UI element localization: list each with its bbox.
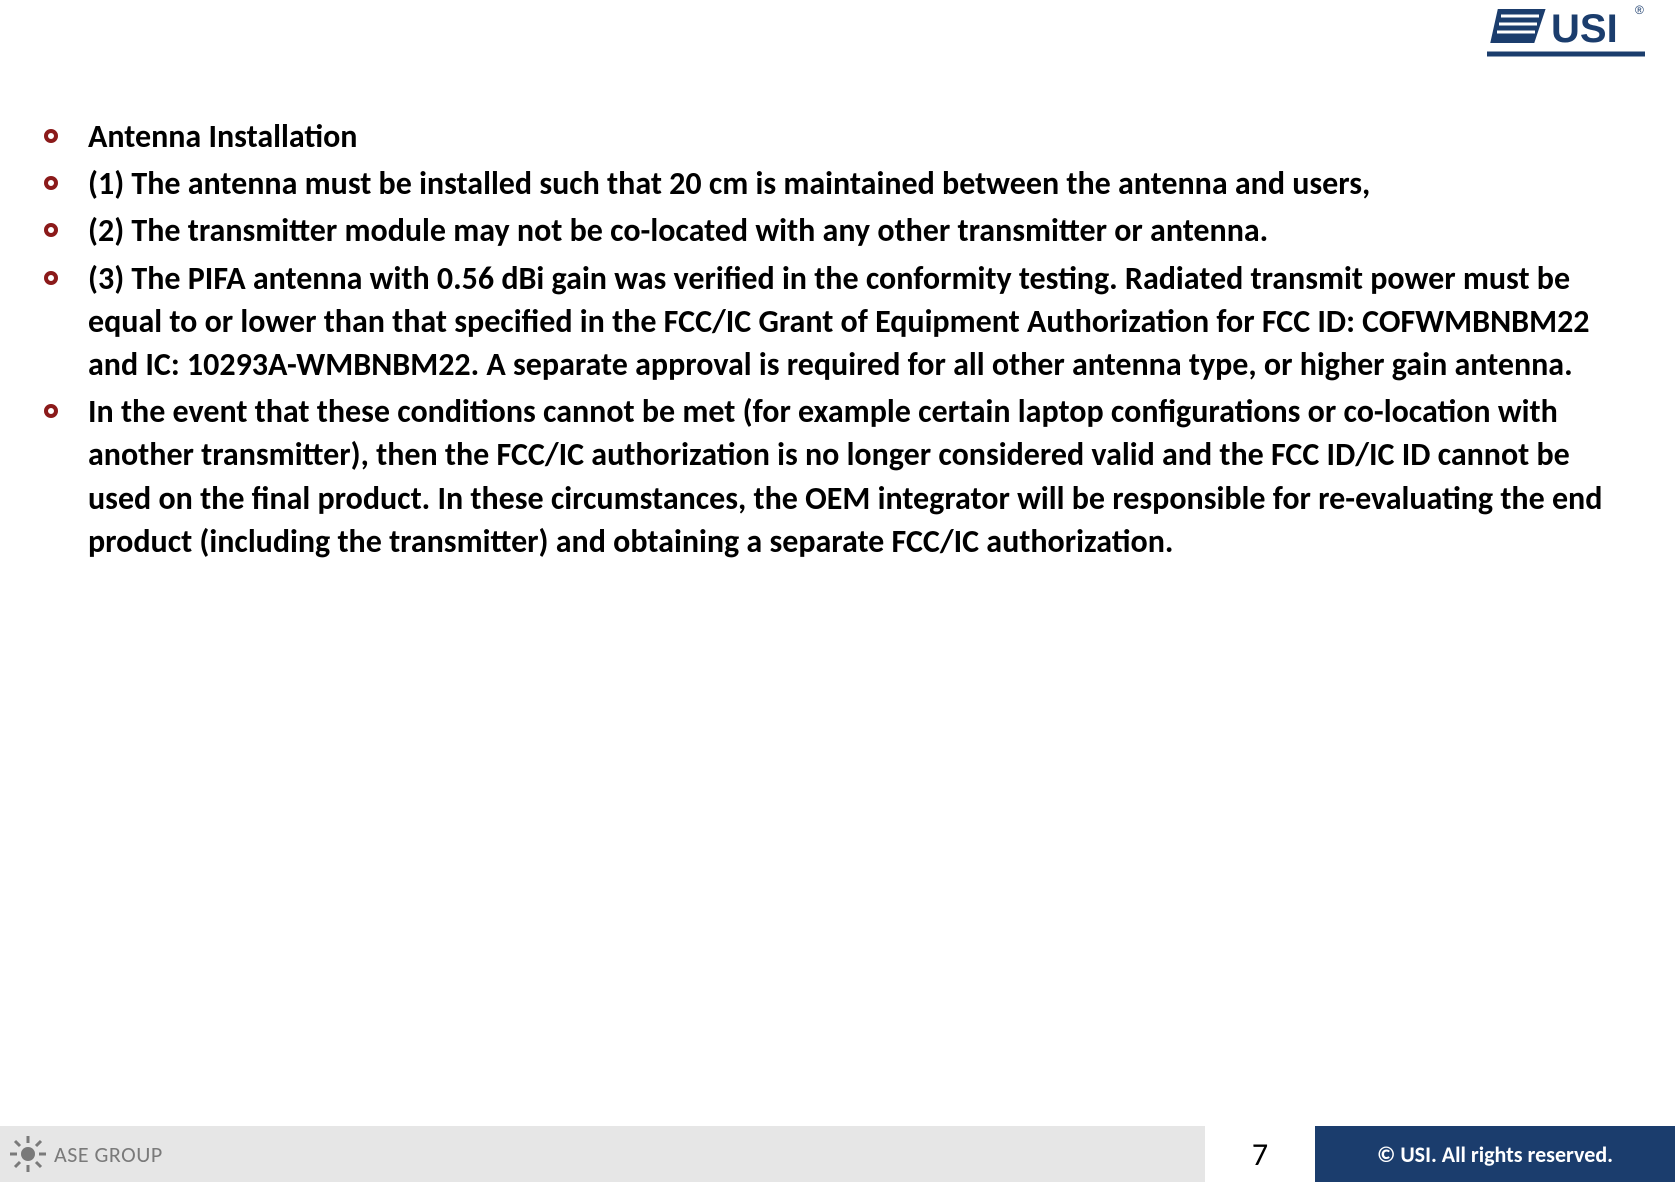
list-item: (1) The antenna must be installed such t… xyxy=(44,162,1605,205)
content-area: Antenna Installation (1) The antenna mus… xyxy=(44,115,1605,567)
donut-icon xyxy=(44,271,58,285)
copyright-text: © USI. All rights reserved. xyxy=(1377,1141,1613,1168)
bullet-marker-icon xyxy=(44,390,88,418)
ase-sun-icon xyxy=(8,1134,48,1174)
bullet-text: In the event that these conditions canno… xyxy=(88,390,1605,563)
footer-left: ASE GROUP xyxy=(0,1126,1205,1182)
footer-right: © USI. All rights reserved. xyxy=(1315,1126,1675,1182)
bullet-text: (1) The antenna must be installed such t… xyxy=(88,162,1605,205)
list-item: Antenna Installation xyxy=(44,115,1605,158)
bullet-marker-icon xyxy=(44,115,88,143)
page-number: 7 xyxy=(1205,1126,1315,1182)
ase-group-text: ASE GROUP xyxy=(54,1141,163,1168)
list-item: (2) The transmitter module may not be co… xyxy=(44,209,1605,252)
usi-logo-icon: USI ® xyxy=(1487,0,1647,60)
donut-icon xyxy=(44,223,58,237)
list-item: In the event that these conditions canno… xyxy=(44,390,1605,563)
donut-icon xyxy=(44,129,58,143)
bullet-marker-icon xyxy=(44,162,88,190)
bullet-text: Antenna Installation xyxy=(88,115,1605,158)
ase-group-logo: ASE GROUP xyxy=(8,1134,163,1174)
bullet-text: (3) The PIFA antenna with 0.56 dBi gain … xyxy=(88,257,1605,387)
usi-logo-text: USI xyxy=(1551,7,1618,51)
usi-logo: USI ® xyxy=(1487,0,1647,65)
svg-text:®: ® xyxy=(1635,3,1644,17)
list-item: (3) The PIFA antenna with 0.56 dBi gain … xyxy=(44,257,1605,387)
bullet-text: (2) The transmitter module may not be co… xyxy=(88,209,1605,252)
slide-page: USI ® Antenna Installation (1) The anten… xyxy=(0,0,1675,1182)
bullet-marker-icon xyxy=(44,209,88,237)
donut-icon xyxy=(44,176,58,190)
donut-icon xyxy=(44,404,58,418)
footer-bar: ASE GROUP 7 © USI. All rights reserved. xyxy=(0,1126,1675,1182)
bullet-marker-icon xyxy=(44,257,88,285)
